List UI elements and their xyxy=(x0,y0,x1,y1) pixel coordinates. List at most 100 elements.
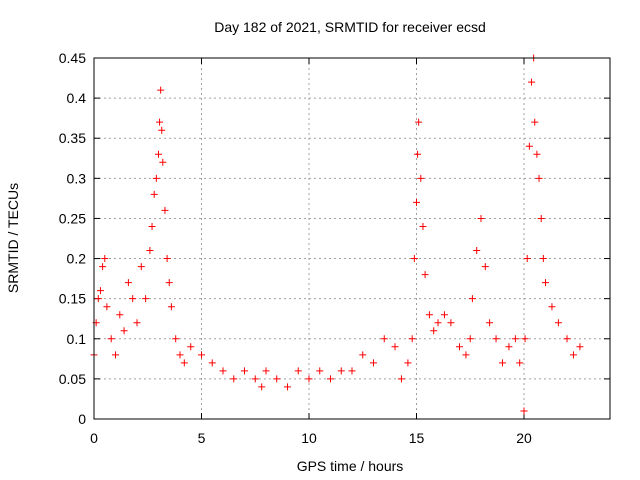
data-point xyxy=(466,335,474,343)
data-point xyxy=(535,174,543,182)
data-point xyxy=(525,142,533,150)
data-point xyxy=(146,247,154,255)
data-point xyxy=(473,247,481,255)
data-point xyxy=(380,335,388,343)
data-point xyxy=(537,214,545,222)
data-point xyxy=(152,174,160,182)
data-point xyxy=(180,359,188,367)
data-point xyxy=(103,303,111,311)
data-point xyxy=(241,367,248,375)
data-point xyxy=(404,359,412,367)
data-point xyxy=(158,126,166,134)
data-point xyxy=(124,279,132,287)
data-point xyxy=(499,359,506,367)
data-point xyxy=(468,295,476,303)
y-ticks: 0 0.05 0.1 0.15 0.2 0.25 0.3 0.35 0.4 0.45 xyxy=(59,50,610,427)
data-point xyxy=(251,375,259,383)
data-point xyxy=(101,255,109,263)
x-tick-label: 0 xyxy=(90,430,98,446)
data-point xyxy=(414,150,422,158)
data-point xyxy=(156,118,164,126)
data-point xyxy=(430,327,438,335)
data-point xyxy=(129,295,137,303)
x-tick-label: 20 xyxy=(516,430,532,446)
data-point xyxy=(219,367,227,375)
data-point xyxy=(391,343,399,351)
data-point xyxy=(456,343,463,351)
data-point xyxy=(477,214,485,222)
data-point xyxy=(198,351,205,359)
data-point xyxy=(434,319,442,327)
data-point xyxy=(294,367,302,375)
data-point xyxy=(492,335,500,343)
plot-frame xyxy=(93,57,611,420)
data-point xyxy=(159,158,167,166)
data-point xyxy=(230,375,238,383)
data-point xyxy=(142,295,150,303)
y-tick-label: 0.35 xyxy=(59,130,86,146)
data-point xyxy=(421,271,429,279)
x-tick-label: 5 xyxy=(198,430,206,446)
data-point xyxy=(337,367,345,375)
data-point xyxy=(462,351,470,359)
data-point xyxy=(148,222,156,230)
data-point xyxy=(99,263,107,271)
data-point xyxy=(521,335,529,343)
data-points xyxy=(90,54,584,415)
data-point xyxy=(528,78,536,86)
data-point xyxy=(157,86,165,94)
data-point xyxy=(150,190,158,198)
y-tick-label: 0.45 xyxy=(59,50,86,66)
data-point xyxy=(348,367,356,375)
data-point xyxy=(273,375,281,383)
y-tick-label: 0.15 xyxy=(59,291,86,307)
y-tick-label: 0.1 xyxy=(67,331,87,347)
data-point xyxy=(548,303,556,311)
data-point xyxy=(167,303,175,311)
data-point xyxy=(413,198,420,206)
y-tick-label: 0 xyxy=(78,411,86,427)
data-point xyxy=(208,359,216,367)
data-point xyxy=(419,222,427,230)
data-point xyxy=(569,351,577,359)
data-point xyxy=(112,351,119,359)
data-point xyxy=(417,174,425,182)
y-tick-label: 0.3 xyxy=(67,170,87,186)
x-tick-label: 10 xyxy=(301,430,317,446)
data-point xyxy=(576,343,584,351)
data-point xyxy=(163,255,171,263)
data-point xyxy=(262,367,270,375)
y-axis-label: SRMTID / TECUs xyxy=(5,183,21,293)
data-point xyxy=(258,383,266,391)
data-point xyxy=(520,407,528,415)
data-point xyxy=(133,319,141,327)
chart-title: Day 182 of 2021, SRMTID for receiver ecs… xyxy=(214,19,486,35)
y-tick-label: 0.25 xyxy=(59,210,86,226)
data-point xyxy=(415,118,423,126)
data-point xyxy=(440,311,448,319)
data-point xyxy=(359,351,367,359)
data-point xyxy=(187,343,195,351)
data-point xyxy=(533,150,541,158)
data-point xyxy=(563,335,571,343)
data-point xyxy=(481,263,489,271)
data-point xyxy=(410,255,418,263)
data-point xyxy=(531,118,539,126)
data-point xyxy=(511,335,519,343)
data-point xyxy=(161,206,169,214)
data-point xyxy=(120,327,128,335)
data-point xyxy=(116,311,124,319)
data-point xyxy=(554,319,562,327)
data-point xyxy=(425,311,433,319)
data-point xyxy=(176,351,184,359)
data-point xyxy=(397,375,405,383)
y-tick-label: 0.2 xyxy=(67,251,87,267)
data-point xyxy=(155,150,162,158)
x-tick-label: 15 xyxy=(409,430,425,446)
data-point xyxy=(486,319,494,327)
y-tick-label: 0.4 xyxy=(67,90,87,106)
data-point xyxy=(284,383,291,391)
data-point xyxy=(137,263,145,271)
